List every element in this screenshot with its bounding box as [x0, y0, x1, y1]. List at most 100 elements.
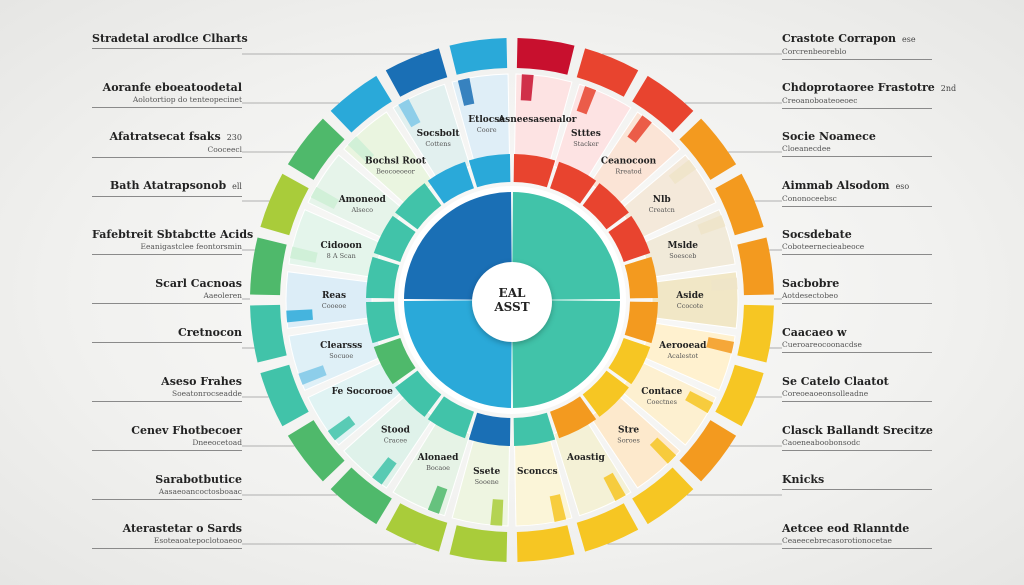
callout-title: Aimmab Alsodom eso: [782, 179, 932, 193]
callout-subtitle: Coboteernecieabeoce: [782, 242, 865, 251]
panel-segment-tab: [668, 159, 697, 185]
callout-title-text: Aetcee eod Rlanntde: [782, 522, 910, 535]
callout-rule: [92, 450, 242, 451]
segment-label: Aoastig: [566, 453, 605, 463]
panel-segment-tab: [289, 246, 318, 263]
callout-title: Sacbobre: [782, 277, 932, 290]
outer-ring-block: [385, 48, 448, 97]
outer-ring-block: [576, 48, 639, 97]
outer-ring-block: [449, 38, 508, 75]
callout-subtitle: Aolotortiop do tenteopecinet: [132, 95, 242, 104]
callout-title: Bath Atatrapsonob ell: [92, 179, 242, 193]
segment-label: Ssete: [473, 467, 500, 477]
panel-segment-tab: [685, 390, 714, 414]
segment-sublabel: Coectnes: [647, 398, 677, 406]
callout-title: Clasck Ballandt Srecitze: [782, 424, 933, 437]
middle-ring-block: [395, 183, 442, 230]
callout-title: Stradetal arodlce Clharts: [92, 32, 248, 45]
outer-ring-block: [260, 173, 309, 236]
callout-rule: [92, 107, 242, 108]
middle-ring-block: [550, 396, 597, 439]
segment-label: Fe Socorooe: [332, 387, 393, 397]
panel-segment-tab: [520, 74, 534, 101]
callout-subtitle: Aaeoleren: [203, 291, 242, 300]
callout-title: Cenev Fhotbecoer: [92, 424, 242, 437]
callout-rule: [92, 548, 242, 549]
callout-title-text: Aimmab Alsodom: [782, 179, 890, 192]
callout-title: Cretnocon: [92, 326, 242, 339]
segment-sublabel: Stacker: [573, 140, 599, 148]
outer-ring-block: [715, 364, 764, 427]
callout-subtitle: Aotdesectobeo: [782, 291, 838, 300]
middle-ring-block: [608, 215, 651, 262]
segment-label: Stood: [381, 426, 411, 436]
outer-ring-block: [737, 237, 774, 296]
middle-ring-block: [366, 301, 400, 344]
middle-ring-block: [373, 338, 416, 385]
callout-subtitle: Coreoeaoeonsolleadne: [782, 389, 869, 398]
callout-rule: [92, 303, 242, 304]
callout-right: Aimmab Alsodom eso Cononoceebsc: [782, 179, 932, 207]
center-label-line2: ASST: [494, 300, 530, 314]
segment-label: Reas: [322, 291, 346, 301]
callout-number: ell: [232, 182, 242, 191]
middle-ring-block: [624, 256, 658, 299]
callout-title-text: Crastote Corrapon: [782, 32, 897, 45]
outer-ring-block: [250, 304, 287, 363]
middle-ring-block: [513, 154, 556, 188]
callout-rule: [92, 254, 242, 255]
callout-title-text: Cenev Fhotbecoer: [131, 424, 242, 437]
outer-ring-block: [287, 420, 345, 482]
callout-title-text: Sacbobre: [782, 277, 840, 290]
callout-right: Se Catelo Claatot Coreoeaoeonsolleadne: [782, 375, 932, 402]
callout-title: Se Catelo Claatot: [782, 375, 932, 388]
middle-ring-block: [427, 161, 474, 204]
segment-sublabel: Acalestot: [666, 352, 698, 360]
callout-left: Aoranfe eboeatoodetal Aolotortiop do tent…: [92, 81, 242, 108]
callout-title-text: Aterastetar o Sards: [122, 522, 242, 535]
panel-segment-tab: [627, 115, 652, 143]
segment-label: Clearsss: [320, 341, 362, 351]
outer-ring-block: [385, 503, 448, 552]
segment-sublabel: Ccocote: [677, 302, 704, 310]
callout-title-text: Afatratsecat fsaks: [109, 130, 221, 143]
middle-ring-block: [582, 183, 629, 230]
callout-right: Knicks: [782, 473, 932, 490]
callout-title-text: Bath Atatrapsonob: [110, 179, 227, 192]
middle-ring-block: [427, 396, 474, 439]
outer-ring-block: [679, 118, 737, 180]
callout-left: Aterastetar o Sards Esoteaoatepoclotoaeoo: [92, 522, 242, 549]
callout-title-text: Sarabotbutice: [155, 473, 242, 486]
callout-title: Chdoprotaoree Frastotre 2nd: [782, 81, 956, 95]
panel-segment-tab: [372, 457, 397, 485]
callout-title: Aseso Frahes: [92, 375, 242, 388]
callout-rule: [782, 254, 932, 255]
callout-right: Socsdebate Coboteernecieabeoce: [782, 228, 932, 255]
panel-segment-tab: [549, 494, 567, 522]
callout-rule: [782, 489, 932, 490]
segment-labels: Asneesasenalor StttesStackerCeanocoonRrea…: [320, 115, 707, 486]
callout-number: 230: [226, 133, 242, 142]
middle-ring-block: [513, 412, 556, 446]
callout-connectors: [242, 53, 782, 545]
middle-ring: [366, 154, 658, 446]
outer-ring-block: [679, 420, 737, 482]
outer-ring-block: [737, 304, 774, 363]
middle-ring-block: [373, 215, 416, 262]
callout-title-text: Socsdebate: [782, 228, 852, 241]
segment-sublabel: Sooene: [475, 478, 499, 486]
middle-ring-block: [395, 370, 442, 417]
callout-title-text: Stradetal arodlce Clharts: [92, 32, 248, 45]
callout-subtitle: Creoanoboateoeoec: [782, 96, 858, 105]
callout-subtitle: Cueroareocoonacdse: [782, 340, 862, 349]
callout-left: Bath Atatrapsonob ell: [92, 179, 242, 197]
callout-right: Chdoprotaoree Frastotre 2nd Creoanoboateoe…: [782, 81, 956, 109]
panel-segment-tab: [457, 78, 475, 106]
callout-number: eso: [895, 182, 910, 191]
segment-sublabel: Cottens: [425, 140, 450, 148]
callout-right: Sacbobre Aotdesectobeo: [782, 277, 932, 304]
segment-label: Stre: [618, 426, 639, 436]
callout-rule: [782, 450, 932, 451]
callout-rule: [92, 401, 242, 402]
outer-ring-block: [260, 364, 309, 427]
